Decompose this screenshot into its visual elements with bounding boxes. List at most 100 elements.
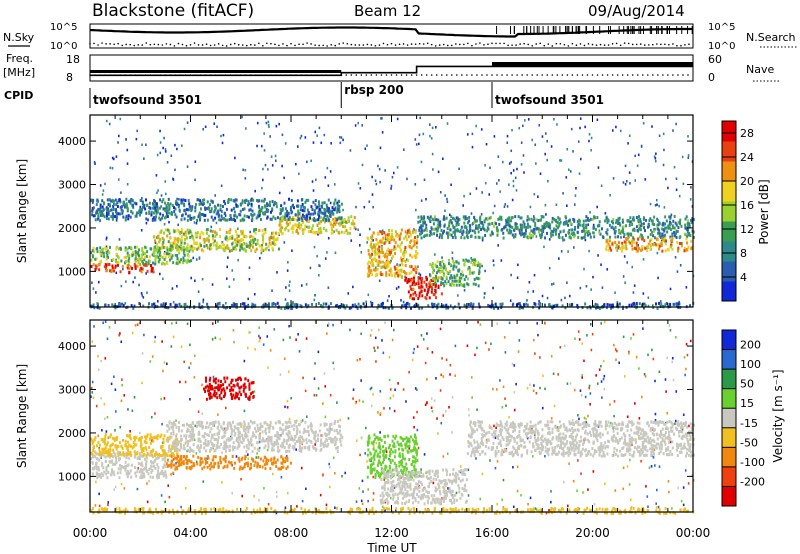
echo-cell — [156, 248, 159, 252]
echo-cell — [230, 303, 233, 307]
nsearch-point — [298, 43, 300, 46]
colorbar-tick-label: 24 — [740, 151, 754, 164]
noise-cell — [596, 205, 598, 209]
echo-cell — [432, 278, 435, 282]
noise-cell — [254, 189, 256, 193]
colorbar-tick-label: 8 — [740, 247, 747, 260]
nave-point — [561, 74, 564, 76]
echo-cell — [243, 302, 246, 306]
noise-cell — [357, 182, 360, 185]
noise-cell — [526, 299, 528, 302]
echo-cell — [539, 218, 542, 222]
echo-cell — [128, 199, 131, 203]
noise-cell — [91, 391, 94, 394]
echo-cell — [383, 264, 386, 268]
noise-cell — [286, 269, 289, 272]
echo-cell — [182, 261, 185, 265]
noise-cell — [566, 204, 568, 207]
echo-cell — [631, 247, 634, 251]
echo-cell — [181, 213, 184, 217]
echo-cell — [401, 304, 404, 308]
echo-cell — [690, 247, 693, 251]
noise-cell — [441, 497, 443, 500]
echo-cell — [122, 215, 125, 219]
echo-cell — [244, 306, 247, 310]
echo-cell — [235, 233, 238, 237]
echo-cell — [179, 238, 182, 242]
noise-cell — [479, 497, 482, 501]
noise-cell — [484, 341, 487, 345]
noise-cell — [317, 387, 320, 390]
noise-cell — [582, 491, 584, 494]
echo-cell — [414, 230, 417, 234]
echo-cell — [184, 302, 187, 306]
noise-cell — [490, 342, 492, 346]
echo-cell — [319, 210, 322, 214]
echo-cell — [144, 263, 147, 267]
echo-cell — [156, 235, 159, 239]
echo-cell — [212, 243, 215, 247]
nave-point — [496, 74, 498, 76]
echo-cell — [657, 227, 660, 231]
echo-cell — [409, 284, 412, 288]
echo-cell — [609, 235, 612, 239]
noise-cell — [186, 121, 189, 124]
noise-cell — [668, 324, 671, 327]
echo-cell — [457, 269, 460, 273]
echo-cell — [275, 202, 278, 206]
echo-cell — [658, 222, 661, 226]
echo-cell — [199, 236, 202, 240]
echo-cell — [472, 302, 475, 306]
echo-cell — [586, 218, 589, 222]
echo-cell — [203, 244, 206, 248]
echo-cell — [509, 225, 512, 229]
echo-cell — [636, 249, 639, 253]
echo-cell — [549, 304, 552, 308]
echo-cell — [191, 245, 194, 249]
echo-cell — [443, 264, 446, 268]
nave-point — [400, 74, 403, 76]
echo-cell — [431, 277, 434, 281]
echo-cell — [386, 249, 389, 253]
noise-cell — [651, 348, 653, 352]
noise-cell — [670, 213, 673, 217]
echo-cell — [378, 245, 381, 249]
echo-cell — [271, 236, 274, 240]
echo-cell — [426, 290, 429, 294]
echo-cell — [571, 228, 574, 232]
echo-cell — [564, 233, 567, 237]
nsearch-point — [519, 43, 521, 45]
echo-cell — [301, 219, 304, 223]
echo-cell — [496, 230, 499, 234]
echo-cell — [214, 208, 217, 212]
y-tick-label: 3000 — [58, 179, 86, 192]
noise-cell — [581, 376, 584, 379]
echo-cell — [445, 282, 448, 286]
noise-cell — [245, 127, 247, 130]
noise-cell — [98, 504, 101, 508]
echo-cell — [586, 306, 589, 310]
echo-cell — [232, 241, 235, 245]
echo-cell — [262, 199, 265, 203]
nsearch-point — [475, 43, 477, 45]
echo-cell — [435, 218, 438, 222]
echo-cell — [189, 214, 192, 218]
echo-cell — [618, 241, 621, 245]
echo-cell — [641, 303, 644, 307]
noise-cell — [305, 415, 308, 418]
echo-cell — [340, 216, 343, 220]
echo-cell — [477, 224, 480, 228]
noise-cell — [313, 216, 316, 220]
echo-cell — [532, 219, 535, 223]
nave-point — [516, 74, 518, 76]
echo-cell — [324, 213, 327, 217]
noise-cell — [352, 397, 354, 400]
noise-cell — [479, 323, 482, 326]
noise-cell — [422, 132, 425, 136]
echo-cell — [545, 224, 548, 228]
nave-point — [300, 74, 302, 76]
echo-cell — [570, 223, 573, 227]
nave-point — [390, 74, 393, 76]
echo-cell — [453, 274, 456, 278]
nsearch-point — [471, 44, 473, 47]
